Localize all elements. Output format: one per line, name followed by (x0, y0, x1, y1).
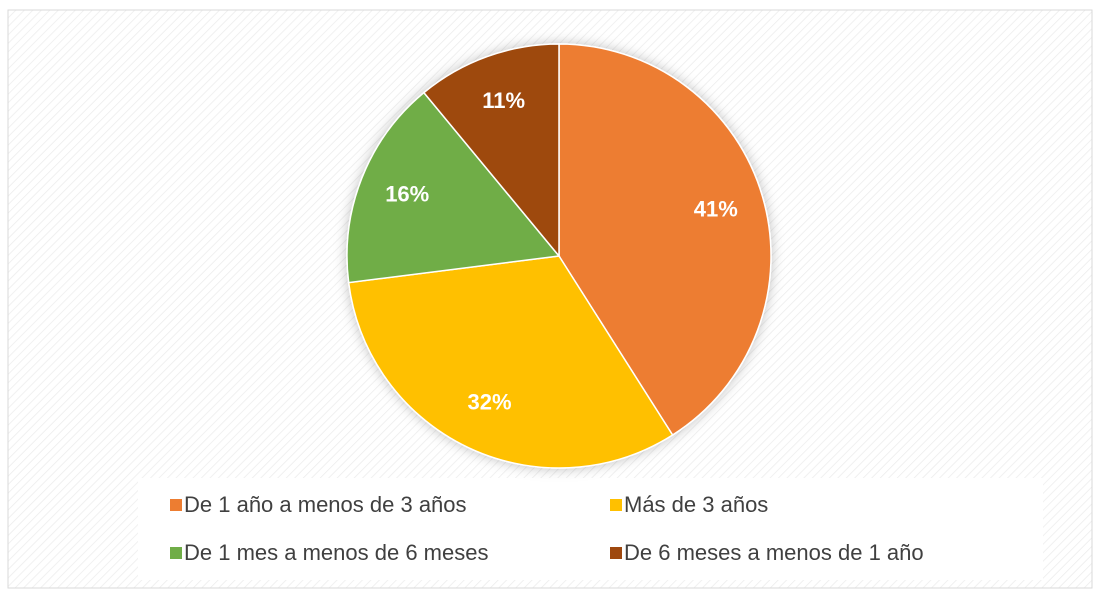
pie-slice (558, 43, 772, 437)
legend-marker (610, 499, 622, 511)
pie (346, 43, 772, 469)
data-label: 16% (385, 182, 429, 207)
legend-marker (610, 547, 622, 559)
pie-slice (422, 43, 560, 259)
legend-marker (170, 499, 182, 511)
legend-label: De 1 mes a menos de 6 meses (184, 540, 488, 565)
legend-marker (170, 547, 182, 559)
data-label: 11% (482, 88, 525, 113)
pie-slice (347, 255, 674, 469)
pie-slice (346, 91, 561, 284)
legend-label: De 1 año a menos de 3 años (184, 492, 467, 517)
legend-label: Más de 3 años (624, 492, 768, 517)
legend-box (138, 478, 1043, 580)
data-label: 41% (694, 196, 738, 221)
legend-label: De 6 meses a menos de 1 año (624, 540, 924, 565)
data-label: 32% (467, 390, 511, 415)
